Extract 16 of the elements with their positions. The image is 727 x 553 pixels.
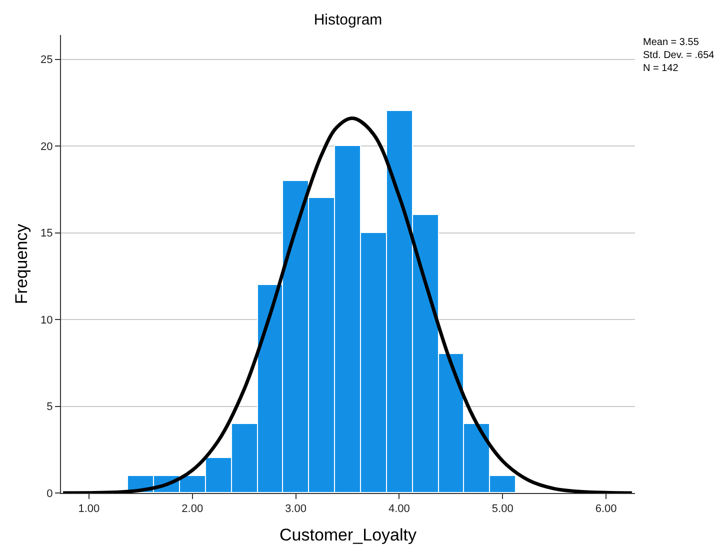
x-tick-label: 3.00 bbox=[285, 503, 306, 516]
y-tick-label: 5 bbox=[46, 401, 53, 414]
x-tick-label: 5.00 bbox=[492, 503, 514, 516]
y-tick-label: 15 bbox=[40, 228, 53, 240]
y-tick-label: 0 bbox=[46, 488, 53, 500]
x-tick-label: 2.00 bbox=[182, 503, 204, 516]
x-tick-label: 1.00 bbox=[78, 503, 100, 516]
x-tick-label: 4.00 bbox=[388, 503, 410, 516]
y-tick-label: 25 bbox=[40, 54, 53, 66]
chart-title: Histogram bbox=[314, 11, 382, 28]
y-tick-label: 20 bbox=[40, 140, 53, 153]
y-axis-title: Frequency bbox=[12, 223, 32, 304]
x-axis-title: Customer_Loyalty bbox=[279, 526, 417, 545]
x-tick-label: 6.00 bbox=[595, 503, 617, 516]
y-tick-label: 10 bbox=[40, 314, 53, 326]
text: Mean = 3.55 Std. Dev. = .654 N = 142 bbox=[643, 37, 715, 74]
